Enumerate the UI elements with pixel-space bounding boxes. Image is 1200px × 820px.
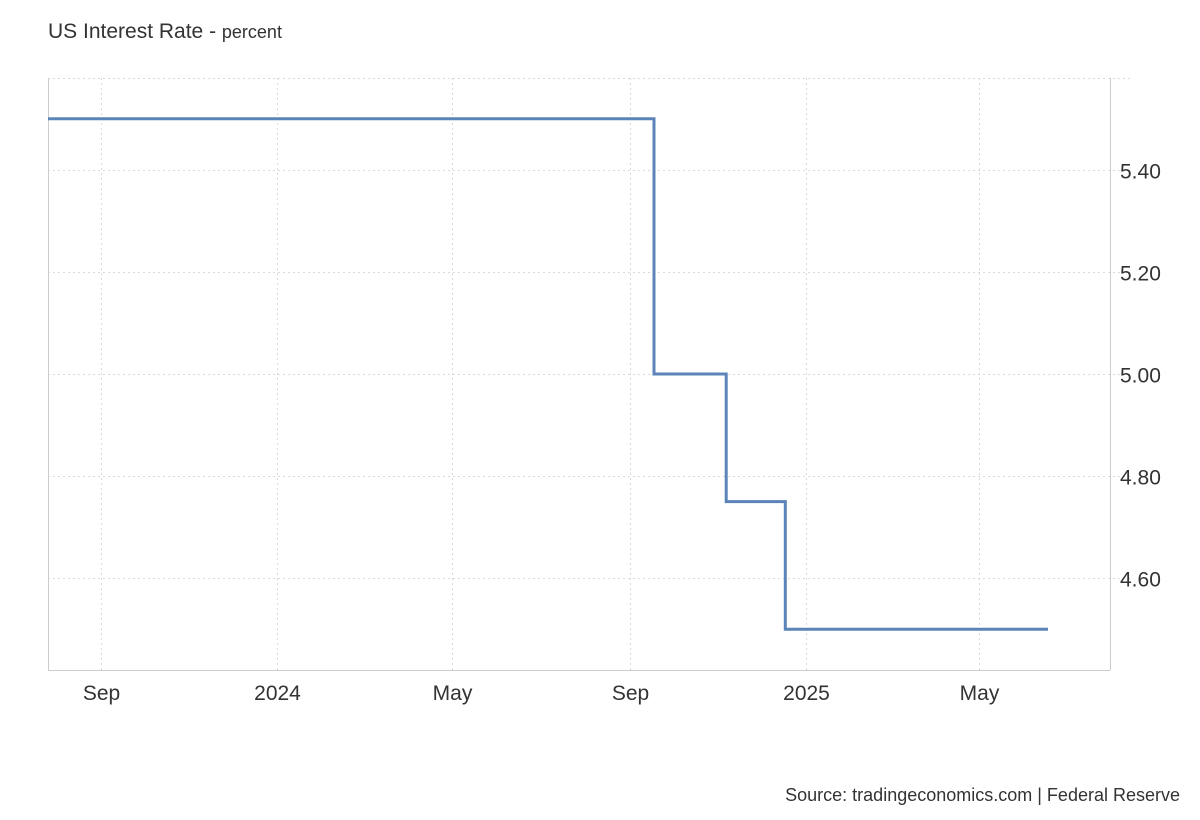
x-tick-label-1: 2024 <box>254 682 301 705</box>
x-tick-label-5: May <box>960 682 1000 705</box>
chart-title: US Interest Rate - percent <box>48 20 282 43</box>
y-tick-label-4: 5.40 <box>1120 161 1161 184</box>
axes <box>48 78 1111 671</box>
chart-unit: percent <box>221 22 282 42</box>
x-tick-label-4: 2025 <box>783 682 830 705</box>
chart-title-text: US Interest Rate <box>48 20 204 43</box>
x-tick-label-0: Sep <box>83 682 120 705</box>
series-line-0 <box>48 117 1048 631</box>
y-tick-label-0: 4.60 <box>1120 569 1161 592</box>
y-tick-label-2: 5.00 <box>1120 365 1161 388</box>
x-tick-label-2: May <box>433 682 473 705</box>
chart-source: Source: tradingeconomics.com | Federal R… <box>785 785 1180 805</box>
y-tick-label-3: 5.20 <box>1120 263 1161 286</box>
y-tick-label-1: 4.80 <box>1120 467 1161 490</box>
series-layer <box>48 117 1048 631</box>
grid <box>48 78 1130 670</box>
x-tick-label-3: Sep <box>612 682 649 705</box>
tick-labels: 4.60 4.80 5.00 5.20 5.40 Sep 2024 May Sep 2025 May <box>83 161 1161 706</box>
